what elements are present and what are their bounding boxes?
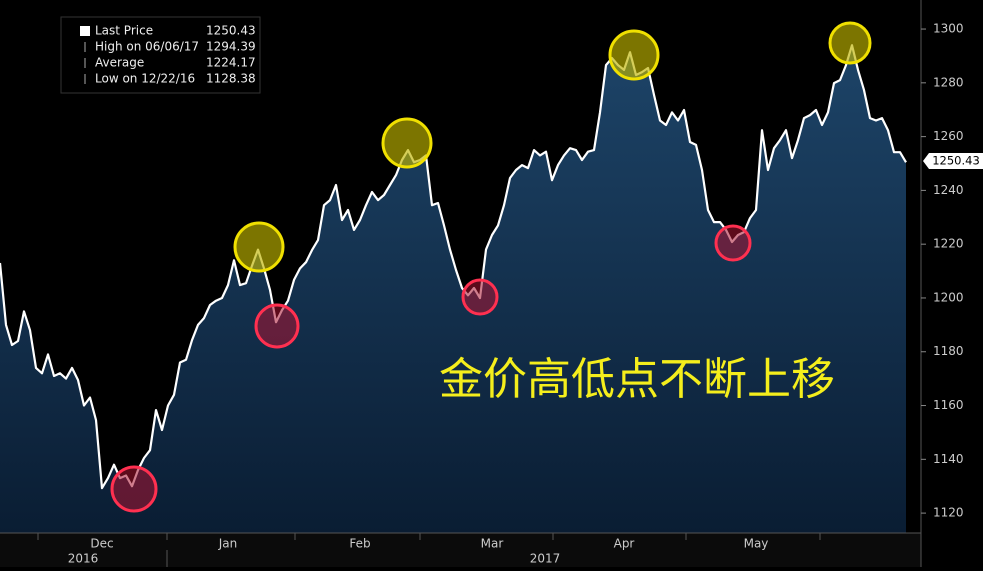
y-tick-label: 1140 (933, 452, 964, 466)
annotation: 金价高低点不断上移 (439, 354, 835, 405)
last-price-box (923, 153, 983, 169)
x-tick-label: Apr (614, 537, 635, 551)
legend-name: High on 06/06/17 (95, 40, 199, 54)
low-circle (714, 224, 752, 262)
high-circle (828, 21, 872, 65)
x-tick-label: Feb (349, 537, 370, 551)
legend: Last Price 1250.43 High on 06/06/17 1294.39… (60, 16, 261, 94)
year-label: 2017 (530, 552, 561, 566)
y-tick-label: 1200 (933, 290, 964, 304)
legend-name: Low on 12/22/16 (95, 72, 195, 86)
y-tick-label: 1160 (933, 398, 964, 412)
y-tick-label: 1240 (933, 183, 964, 197)
price-line (0, 44, 907, 490)
legend-name: Average (95, 56, 144, 70)
high-circle (381, 117, 433, 169)
legend-value: 1250.43 (206, 24, 256, 38)
highlight-circles (110, 21, 872, 513)
x-axis-band (0, 533, 921, 567)
y-tick-label: 1220 (933, 237, 964, 251)
legend-value: 1294.39 (206, 40, 256, 54)
y-tick-label: 1120 (933, 506, 964, 520)
year-label: 2016 (68, 552, 99, 566)
low-circle (254, 303, 300, 349)
legend-value: 1128.38 (206, 72, 256, 86)
y-tick-label: 1180 (933, 344, 964, 358)
x-tick-label: Dec (90, 537, 113, 551)
high-circle (608, 29, 660, 81)
x-tick-label: Mar (481, 537, 504, 551)
last-price-tag: 1250.43 (923, 153, 983, 169)
legend-swatch (80, 26, 90, 36)
high-circle (233, 221, 285, 273)
y-tick-label: 1260 (933, 129, 964, 143)
low-circle (461, 278, 499, 316)
legend-name: Last Price (95, 24, 153, 38)
x-tick-label: May (744, 537, 769, 551)
y-tick-label: 1280 (933, 75, 964, 89)
low-circle (110, 465, 158, 513)
y-tick-label: 1300 (933, 22, 964, 36)
legend-box (60, 16, 261, 94)
plot (0, 44, 907, 533)
legend-value: 1224.17 (206, 56, 256, 70)
area (0, 45, 906, 533)
last-price-label: 1250.43 (932, 154, 980, 168)
x-tick-label: Jan (218, 537, 238, 551)
